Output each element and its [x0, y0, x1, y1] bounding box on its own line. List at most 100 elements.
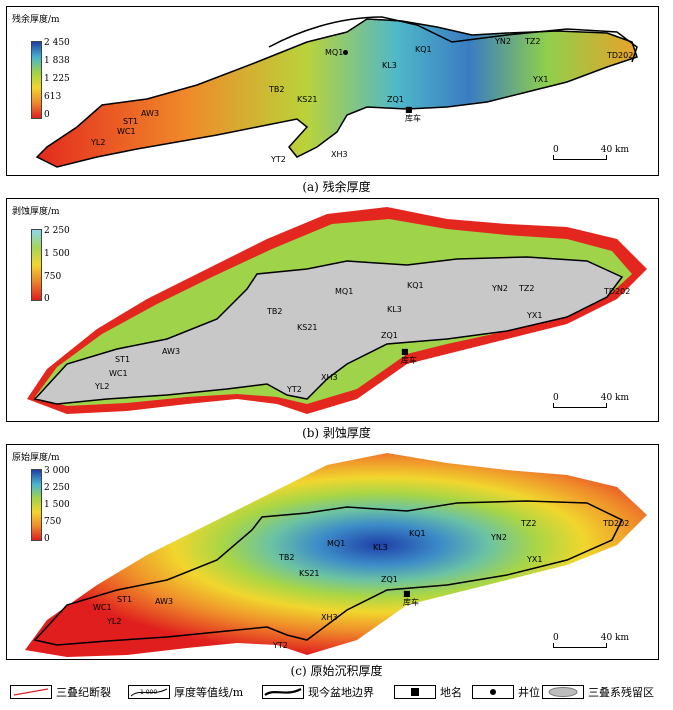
well-label: ZQ1	[381, 331, 398, 340]
well-label: TB2	[267, 307, 283, 316]
colorbar-tick: 0	[44, 110, 50, 120]
well-label: TB2	[279, 553, 295, 562]
well-label: YN2	[492, 284, 508, 293]
well-label: XH3	[331, 150, 348, 159]
well-label: AW3	[141, 109, 160, 118]
well-label: KL3	[387, 305, 402, 314]
residual-basin-boundary	[268, 16, 638, 63]
well-label: KS21	[297, 95, 318, 104]
place-label: ■ 库车	[405, 105, 421, 123]
well-label: YL2	[95, 382, 110, 391]
colorbar	[31, 469, 42, 541]
well-label: MQ1	[335, 287, 354, 296]
well-label: ZQ1	[387, 95, 404, 104]
colorbar	[31, 229, 42, 301]
well-marker-icon	[472, 685, 514, 699]
contour-sample-label: 1 000	[140, 689, 157, 696]
colorbar-tick: 750	[44, 272, 62, 282]
residual-basin-fill	[35, 18, 638, 168]
legend-place: 地名	[394, 682, 462, 702]
legend-fault: 三叠纪断裂	[10, 682, 111, 702]
colorbar-tick: 1 500	[44, 500, 70, 510]
original-remnant-boundary	[33, 500, 624, 646]
residual-thickness-map	[35, 16, 638, 168]
colorbar-tick: 2 250	[44, 226, 70, 236]
original-thickness-map	[25, 453, 647, 657]
caption-b: (b) 剥蚀厚度	[302, 426, 371, 440]
place-label: ■ 库车	[403, 589, 419, 607]
well-label: WC1	[109, 369, 128, 378]
caption-a: (a) 残余厚度	[302, 180, 371, 194]
colorbar-tick: 613	[44, 92, 62, 102]
fault-line-icon	[10, 685, 52, 699]
panel-original-thickness: 原始厚度/m 3 000 2 250 1 500 750 0 MQ1 KL3 K…	[6, 444, 659, 660]
well-label: KQ1	[407, 281, 424, 290]
well-label: YN2	[495, 37, 511, 46]
well-label: KS21	[297, 323, 318, 332]
well-label: ZQ1	[381, 575, 398, 584]
well-label: YX1	[527, 311, 543, 320]
colorbar-tick: 1 500	[44, 249, 70, 259]
well-label: YN2	[491, 533, 507, 542]
legend-well: 井位	[472, 682, 540, 702]
well-label: ST1	[115, 355, 131, 364]
legend: 三叠纪断裂 1 000 厚度等值线/m 现今盆地边界 地名 井位 三叠系残留区	[6, 682, 666, 704]
well-label: AW3	[162, 347, 181, 356]
well-label: WC1	[93, 603, 112, 612]
well-label: KQ1	[409, 529, 426, 538]
panel-residual-thickness: 残余厚度/m 2 450 1 838 1 225 613 0 MQ1 KQ1 Y…	[6, 6, 659, 176]
well-label: TD202	[603, 519, 630, 528]
panel-erosion-thickness: 剥蚀厚度/m 2 250 1 500 750 0 MQ1 KQ1 YN2 TZ2…	[6, 198, 659, 422]
well-label: KL3	[373, 543, 388, 552]
well-label: YT2	[273, 641, 288, 650]
well-label: WC1	[117, 127, 136, 136]
well-label: YT2	[271, 155, 286, 164]
colorbar-tick: 0	[44, 294, 50, 304]
well-label: TZ2	[525, 37, 541, 46]
colorbar-title: 原始厚度/m	[12, 453, 60, 463]
original-basin-fill	[25, 453, 647, 657]
basin-boundary-icon	[262, 685, 304, 699]
well-label: XH3	[321, 613, 338, 622]
well-label: XH3	[321, 373, 338, 382]
remnant-area-icon	[542, 685, 584, 699]
colorbar-title: 剥蚀厚度/m	[12, 207, 60, 217]
colorbar-tick: 2 450	[44, 38, 70, 48]
well-label: YL2	[91, 138, 106, 147]
colorbar-tick: 1 225	[44, 74, 70, 84]
colorbar-title: 残余厚度/m	[12, 15, 60, 25]
well-label: TZ2	[519, 284, 535, 293]
colorbar-tick: 0	[44, 534, 50, 544]
well-label: MQ1	[325, 48, 350, 57]
well-label: TD202	[604, 287, 631, 296]
well-label: YX1	[533, 75, 549, 84]
legend-remnant: 三叠系残留区	[542, 682, 654, 702]
legend-contour: 1 000 厚度等值线/m	[128, 682, 243, 702]
well-label: ST1	[117, 595, 133, 604]
well-label: TD202	[607, 51, 634, 60]
erosion-remnant-area	[33, 256, 624, 405]
legend-boundary: 现今盆地边界	[262, 682, 374, 702]
scale-bar: 0 40 km	[553, 145, 629, 160]
colorbar	[31, 41, 42, 119]
well-label: YX1	[527, 555, 543, 564]
well-label: TB2	[269, 85, 285, 94]
erosion-thickness-map	[27, 207, 647, 414]
colorbar-tick: 2 250	[44, 483, 70, 493]
caption-c: (c) 原始沉积厚度	[290, 664, 383, 678]
place-label: ■ 库车	[401, 347, 417, 365]
well-label: YT2	[287, 385, 302, 394]
well-label: KS21	[299, 569, 320, 578]
contour-line-icon: 1 000	[128, 685, 170, 699]
well-label: TZ2	[521, 519, 537, 528]
colorbar-tick: 1 838	[44, 56, 70, 66]
colorbar-tick: 3 000	[44, 466, 70, 476]
place-marker-icon	[394, 685, 436, 699]
well-label: KQ1	[415, 45, 432, 54]
well-label: MQ1	[327, 539, 346, 548]
well-label: ST1	[123, 117, 139, 126]
colorbar-tick: 750	[44, 517, 62, 527]
well-label: YL2	[107, 617, 122, 626]
well-label: KL3	[382, 61, 397, 70]
well-label: AW3	[155, 597, 174, 606]
